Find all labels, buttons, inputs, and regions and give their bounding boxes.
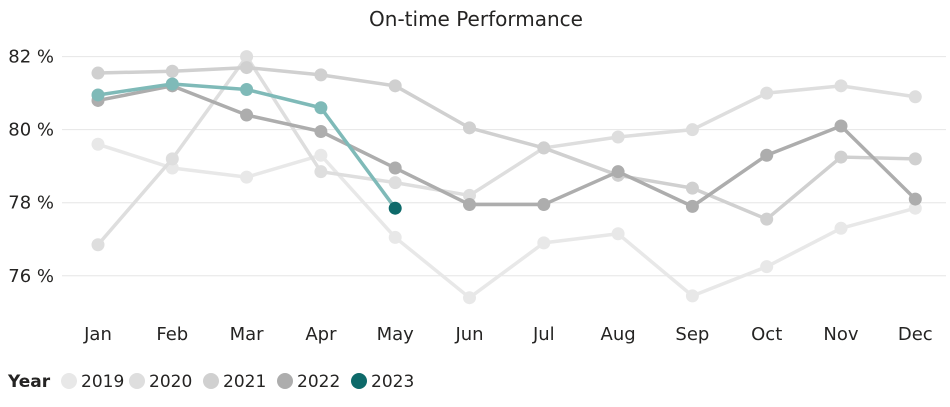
- data-point-2022-May[interactable]: [388, 161, 402, 175]
- data-point-2021-Oct[interactable]: [760, 212, 774, 226]
- legend-item-2023[interactable]: 2023: [351, 372, 414, 392]
- data-point-2021-Jun[interactable]: [463, 121, 476, 135]
- data-point-2023-Apr[interactable]: [314, 101, 328, 115]
- y-tick-label: 80 %: [8, 120, 54, 141]
- data-point-2020-Mar[interactable]: [240, 50, 254, 64]
- x-axis: Jan Feb Mar Apr May Jun Jul Aug Sep Oct Nov Dec: [83, 324, 933, 345]
- data-point-2019-Aug[interactable]: [611, 227, 625, 241]
- x-tick-label: Mar: [230, 324, 265, 345]
- x-tick-label: Sep: [675, 324, 709, 345]
- data-point-2021-Nov[interactable]: [834, 150, 848, 164]
- data-point-2019-May[interactable]: [388, 230, 402, 244]
- data-point-2022-Dec[interactable]: [908, 192, 922, 206]
- data-point-2020-Dec[interactable]: [908, 90, 922, 104]
- data-point-2020-Aug[interactable]: [611, 130, 625, 144]
- legend-marker-2023: [351, 373, 367, 389]
- x-tick-label: Oct: [751, 324, 782, 345]
- data-point-2022-Mar[interactable]: [240, 108, 254, 122]
- y-tick-label: 82 %: [8, 47, 54, 68]
- x-tick-label: Nov: [823, 324, 858, 345]
- data-point-2019-Dec[interactable]: [908, 201, 922, 215]
- data-point-2020-Nov[interactable]: [834, 79, 848, 93]
- data-point-2019-Mar[interactable]: [240, 170, 254, 184]
- series-2021: [91, 61, 922, 226]
- legend-item-2019[interactable]: 2019: [61, 372, 124, 392]
- legend-label-2019: 2019: [81, 372, 124, 392]
- x-tick-label: Jan: [83, 324, 112, 345]
- series-layer: [91, 50, 922, 305]
- data-point-2021-Feb[interactable]: [165, 64, 179, 78]
- data-point-2020-Apr[interactable]: [314, 165, 328, 179]
- x-tick-label: Aug: [601, 324, 636, 345]
- data-point-2022-Nov[interactable]: [834, 119, 848, 133]
- y-tick-label: 78 %: [8, 193, 54, 214]
- x-tick-label: Feb: [156, 324, 188, 345]
- legend-label-2020: 2020: [149, 372, 192, 392]
- y-axis: 76 % 78 % 80 % 82 %: [8, 47, 54, 287]
- data-point-2019-Oct[interactable]: [760, 260, 774, 274]
- legend-item-2021[interactable]: 2021: [203, 372, 266, 392]
- data-point-2019-Nov[interactable]: [834, 221, 848, 235]
- data-point-2019-Apr[interactable]: [314, 148, 328, 162]
- data-point-2021-Apr[interactable]: [314, 68, 328, 82]
- data-point-2020-Feb[interactable]: [165, 152, 179, 166]
- y-tick-label: 76 %: [8, 266, 54, 287]
- legend-marker-2019: [61, 373, 77, 389]
- data-point-2023-Jan[interactable]: [91, 88, 105, 102]
- data-point-2021-May[interactable]: [388, 79, 402, 93]
- series-2022: [91, 79, 922, 213]
- data-point-2022-Sep[interactable]: [685, 199, 699, 213]
- series-line-2021: [96, 65, 918, 221]
- data-point-2022-Jul[interactable]: [537, 198, 551, 212]
- data-point-2020-May[interactable]: [388, 176, 402, 190]
- data-point-2022-Oct[interactable]: [760, 148, 774, 162]
- legend: Year 2019 2020 2021 2022 2023: [7, 372, 414, 392]
- data-point-2019-Sep[interactable]: [685, 289, 699, 303]
- legend-label-2023: 2023: [371, 372, 414, 392]
- data-point-2020-Jun[interactable]: [463, 188, 476, 202]
- series-line-2020: [96, 54, 918, 247]
- data-point-2021-Sep[interactable]: [685, 181, 699, 195]
- data-point-2022-Apr[interactable]: [314, 124, 328, 138]
- x-tick-label: May: [377, 324, 415, 345]
- gridlines: [62, 56, 946, 277]
- legend-item-2020[interactable]: 2020: [129, 372, 192, 392]
- data-point-2020-Sep[interactable]: [685, 123, 699, 137]
- legend-marker-2021: [203, 373, 219, 389]
- data-point-2019-Jun[interactable]: [463, 291, 476, 305]
- data-point-2019-Jan[interactable]: [91, 137, 105, 151]
- data-point-2021-Jan[interactable]: [91, 66, 105, 80]
- legend-title: Year: [7, 372, 51, 392]
- series-2023: [91, 77, 402, 215]
- legend-label-2021: 2021: [223, 372, 266, 392]
- x-tick-label: Jun: [454, 324, 483, 345]
- series-line-2019: [96, 142, 918, 300]
- x-tick-label: Jul: [532, 324, 555, 345]
- chart-title: On-time Performance: [369, 7, 583, 31]
- legend-marker-2020: [129, 373, 145, 389]
- legend-label-2022: 2022: [297, 372, 340, 392]
- data-point-2023-May[interactable]: [388, 201, 402, 215]
- data-point-2022-Jun[interactable]: [463, 198, 476, 212]
- legend-marker-2022: [277, 373, 293, 389]
- series-line-2022: [96, 84, 918, 209]
- data-point-2021-Mar[interactable]: [240, 61, 254, 75]
- data-point-2022-Aug[interactable]: [611, 165, 625, 179]
- series-2020: [91, 50, 922, 252]
- data-point-2020-Jan[interactable]: [91, 238, 105, 252]
- data-point-2019-Jul[interactable]: [537, 236, 551, 250]
- data-point-2023-Feb[interactable]: [165, 77, 179, 91]
- x-tick-label: Apr: [305, 324, 337, 345]
- data-point-2021-Jul[interactable]: [537, 141, 551, 155]
- legend-item-2022[interactable]: 2022: [277, 372, 340, 392]
- series-2019: [91, 137, 922, 305]
- x-tick-label: Dec: [898, 324, 933, 345]
- data-point-2021-Dec[interactable]: [908, 152, 922, 166]
- data-point-2023-Mar[interactable]: [240, 82, 254, 96]
- data-point-2020-Oct[interactable]: [760, 86, 774, 100]
